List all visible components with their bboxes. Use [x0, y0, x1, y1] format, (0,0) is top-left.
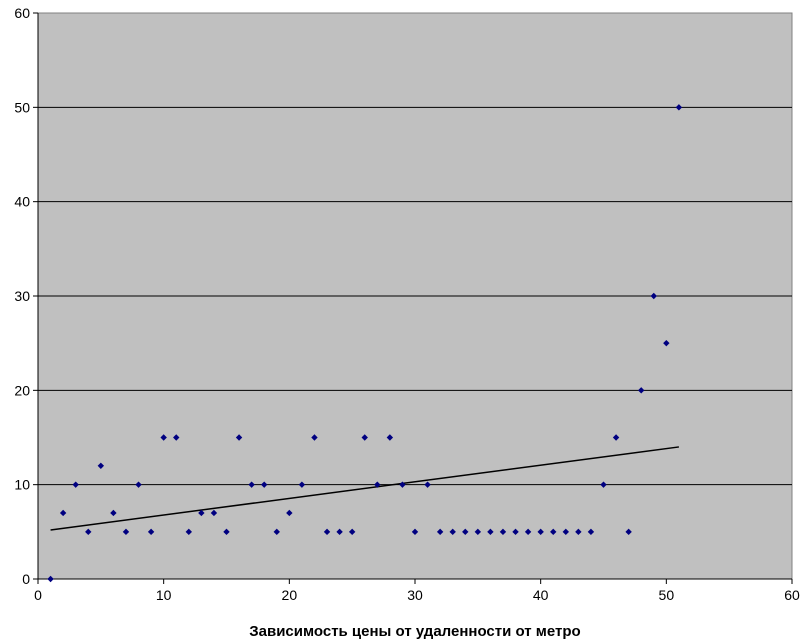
data-point: [462, 528, 469, 536]
x-axis-label: Зависимость цены от удаленности от метро: [249, 623, 580, 640]
data-point: [173, 434, 180, 441]
data-point: [261, 481, 268, 488]
data-point: [487, 528, 494, 536]
data-point: [273, 528, 280, 536]
data-point: [298, 481, 306, 488]
data-point: [399, 481, 406, 488]
x-tick-label: 10: [156, 587, 172, 603]
data-point: [612, 434, 620, 441]
data-point: [97, 462, 105, 469]
data-point: [248, 481, 255, 488]
gridlines: [38, 106, 792, 486]
data-point: [663, 339, 670, 347]
data-point: [361, 434, 368, 441]
data-point: [550, 528, 557, 536]
data-point: [638, 387, 645, 394]
trendline: [50, 446, 679, 531]
data-point: [235, 434, 243, 441]
data-point: [72, 481, 79, 488]
x-tick-label: 0: [34, 587, 42, 603]
data-point: [562, 528, 569, 536]
x-tick-label: 40: [533, 587, 549, 603]
data-point: [587, 528, 595, 536]
data-point: [499, 528, 507, 536]
data-point: [449, 528, 456, 536]
y-tick-labels: 0 10 20 30 40 50 60: [14, 5, 30, 587]
y-tick-label: 50: [14, 99, 30, 115]
data-point: [512, 528, 519, 536]
y-tick-label: 60: [14, 5, 30, 21]
data-point: [311, 434, 318, 441]
data-point: [110, 509, 117, 517]
data-point: [336, 528, 343, 536]
data-point: [185, 528, 192, 536]
data-point: [474, 528, 482, 536]
data-point: [147, 528, 155, 536]
data-point: [160, 434, 167, 441]
data-point: [436, 528, 444, 536]
data-point: [47, 575, 54, 583]
y-tick-label: 40: [14, 194, 30, 210]
data-point: [122, 528, 130, 536]
data-point: [135, 481, 142, 488]
data-point: [600, 481, 607, 488]
data-point: [210, 509, 218, 517]
x-tick-labels: 0 10 20 30 40 50 60: [34, 587, 800, 603]
data-point: [374, 481, 381, 488]
data-point: [524, 528, 532, 536]
y-tick-label: 30: [14, 288, 30, 304]
data-points: [47, 104, 683, 583]
data-point: [386, 434, 394, 441]
data-point: [424, 481, 431, 488]
data-point: [411, 528, 419, 536]
data-point: [59, 509, 67, 517]
data-point: [286, 509, 293, 517]
x-tick-label: 50: [659, 587, 675, 603]
y-tick-label: 10: [14, 477, 30, 493]
x-tick-label: 30: [407, 587, 423, 603]
data-point: [323, 528, 331, 536]
data-point: [625, 528, 632, 536]
data-point: [223, 528, 230, 536]
y-tick-label: 20: [14, 382, 30, 398]
data-point: [348, 528, 356, 536]
y-tick-label: 0: [22, 571, 30, 587]
data-point: [650, 292, 657, 300]
x-tick-label: 60: [784, 587, 800, 603]
data-point: [675, 104, 683, 111]
data-point: [575, 528, 582, 536]
x-tick-label: 20: [282, 587, 298, 603]
axes: [33, 12, 793, 584]
data-point: [198, 509, 205, 517]
data-point: [85, 528, 92, 536]
data-point: [537, 528, 544, 536]
